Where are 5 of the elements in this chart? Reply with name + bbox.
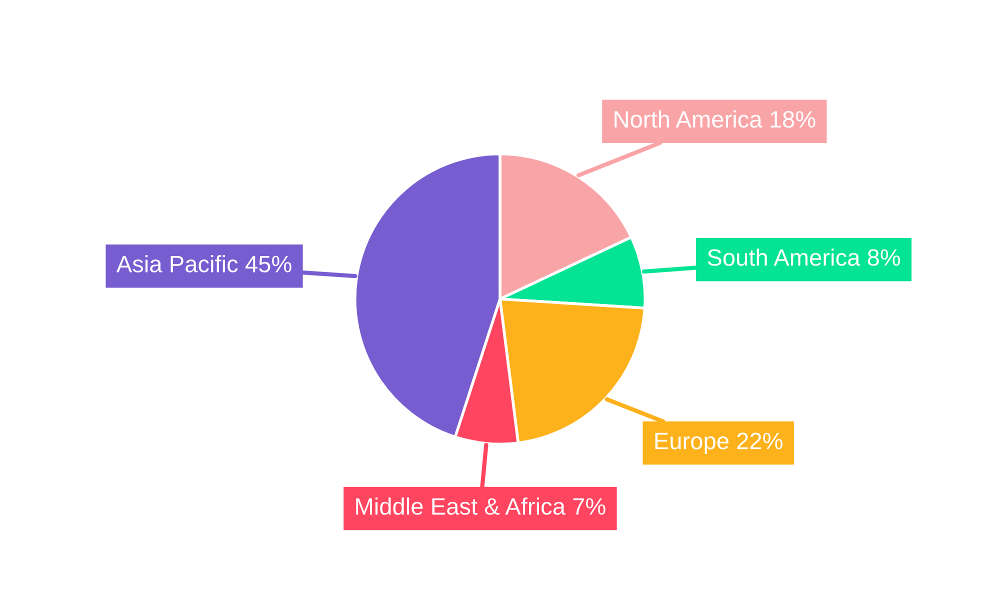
slice-label: South America 8%	[708, 248, 900, 266]
slice-label: Asia Pacific 45%	[116, 255, 292, 272]
slice-label: North America 18%	[614, 110, 816, 128]
slice-label: Middle East & Africa 7%	[356, 497, 606, 515]
slice-label: Europe 22%	[655, 432, 782, 454]
